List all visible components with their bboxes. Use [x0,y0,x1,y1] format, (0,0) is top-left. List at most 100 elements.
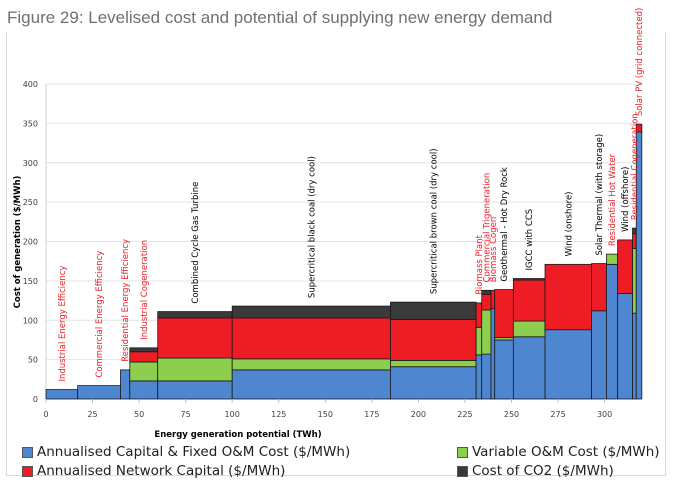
bar-label: Wind (onshore) [564,191,574,256]
y-tick-label: 250 [23,198,38,207]
x-tick-label: 225 [457,410,472,419]
x-tick-label: 25 [87,410,97,419]
y-tick-label: 300 [23,159,38,168]
y-tick-label: 50 [28,356,38,365]
bar-segment-variable [606,253,619,265]
bar-segment-network [481,293,492,311]
bar-label: Industrial Cogeneration [140,240,150,340]
bars [45,123,643,400]
bar-label: Geothermal - Hot Dry Rock [500,167,510,281]
bar-label: Biomass Plant [475,234,485,295]
x-tick-label: 175 [364,410,379,419]
bar-label: Residential Energy Efficiency [121,239,131,362]
bar-label: Combined Cycle Gas Turbine [191,182,201,304]
legend-swatch-network [22,465,33,477]
bar-label: Wind (offshore) [621,167,631,232]
x-tick-label: 75 [181,410,191,419]
bar-label: Residential Cogeneration [630,113,640,220]
bar-label: Solar Thermal (with storage) [595,134,605,256]
bar-segment-co2 [157,311,233,319]
bar-segment-co2 [390,301,477,320]
bar-segment-network [494,289,514,338]
bar-segment-network [475,302,483,328]
legend-label-variable: Variable O&M Cost ($/MWh) [472,444,660,460]
bar-segment-network [231,317,391,360]
legend-swatch-variable [457,446,468,458]
bar-segment-variable [475,326,483,356]
bar-segment-capital [475,354,483,400]
figure-title: Figure 29: Levelised cost and potential … [7,8,553,27]
bar-segment-network [617,239,633,294]
x-tick-label: 100 [225,410,240,419]
bar-segment-network [591,263,607,312]
bar-segment-capital [591,310,607,400]
legend-label-network: Annualised Network Capital ($/MWh) [37,463,286,479]
bar-segment-co2 [512,278,546,281]
bar-segment-capital [512,336,546,400]
x-tick-label: 125 [271,410,286,419]
bar-label: IGCC with CCS [525,209,535,271]
x-tick-label: 250 [504,410,519,419]
bar-segment-network [544,263,592,331]
x-axis-title: Energy generation potential (TWh) [154,430,321,440]
x-tick-label: 200 [411,410,426,419]
y-tick-label: 200 [23,238,38,247]
bar-segment-capital [494,339,514,400]
bar-segment-network [129,351,159,363]
y-tick-label: 350 [23,119,38,128]
bar-segment-variable [129,361,159,382]
bar-segment-variable [231,358,391,371]
chart-frame [6,32,666,476]
legend-item-capital: Annualised Capital & Fixed O&M Cost ($/M… [22,444,350,460]
bar-label: Supercritical brown coal (dry cool) [429,148,439,294]
bar-label: Biomass Cogen [489,217,499,283]
legend-swatch-co2 [457,465,468,477]
bar-segment-variable [481,309,492,355]
bar-segment-capital [231,369,391,400]
x-tick-label: 0 [43,410,48,419]
legend-item-network: Annualised Network Capital ($/MWh) [22,463,285,479]
legend-swatch-capital [22,446,33,458]
y-axis-ticks: 0 50 100 150 200 250 300 350 400 [23,80,38,404]
bar-segment-capital [544,329,592,400]
legend-label-co2: Cost of CO2 ($/MWh) [472,463,614,479]
bar-segment-capital [490,308,496,400]
x-tick-label: 300 [597,410,612,419]
bar-segment-capital [157,380,233,400]
bar-segment-co2 [129,347,159,353]
bar-segment-capital [606,263,619,400]
y-tick-label: 0 [33,395,38,404]
bar-label: Industrial Energy Efficiency [58,266,68,382]
y-tick-label: 150 [23,277,38,286]
bar-segment-capital [390,366,477,400]
legend-item-variable: Variable O&M Cost ($/MWh) [457,444,660,460]
bar-segment-network [512,279,546,322]
bar-label: Commercial Trigeneration [482,173,492,283]
bar-segment-capital [120,369,131,400]
bar-segment-capital [632,312,637,400]
bar-labels: Industrial Energy Efficiency Commercial E… [58,8,645,382]
bar-segment-network [490,289,496,309]
bar-segment-variable [512,320,546,338]
bar-segment-network [157,317,233,359]
x-tick-label: 50 [134,410,144,419]
bar-label: Commercial Energy Efficiency [95,251,105,378]
x-axis-ticks: 0 25 50 75 100 125 150 175 200 225 250 275 300 [43,399,612,419]
bar-label: Residential Hot Water [608,153,618,246]
bar-segment-network [635,123,643,133]
bar-segment-capital [129,380,159,400]
x-tick-label: 275 [550,410,565,419]
bar-segment-variable [157,357,233,382]
bar-label: Solar PV (grid connected) [635,8,645,117]
bar-segment-variable [632,248,637,314]
bar-segment-co2 [231,305,391,319]
y-tick-label: 400 [23,80,38,89]
bar-segment-variable [390,360,477,368]
bar-segment-capital [45,389,79,400]
x-tick-label: 150 [318,410,333,419]
bar-segment-co2 [632,227,637,235]
bar-segment-network [632,233,637,249]
y-tick-label: 100 [23,316,38,325]
legend-label-capital: Annualised Capital & Fixed O&M Cost ($/M… [37,444,351,460]
bar-label: Supercritical black coal (dry cool) [307,156,317,298]
